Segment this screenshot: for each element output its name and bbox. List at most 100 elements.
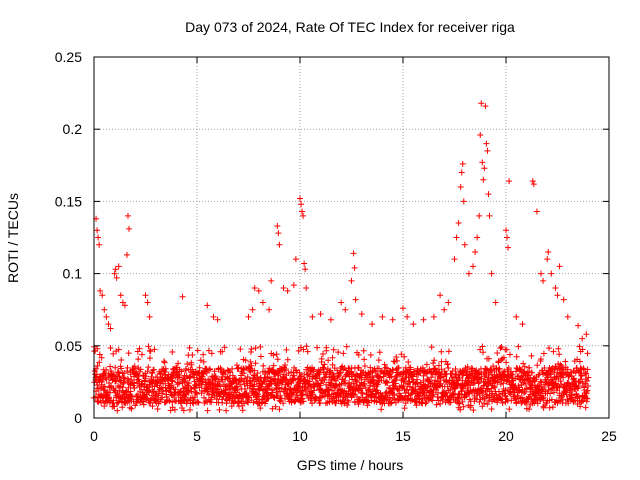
scatter-points: [90, 100, 592, 414]
roti-point: [400, 305, 406, 312]
roti-point: [430, 313, 437, 320]
roti-point: [309, 313, 316, 320]
roti-point: [560, 296, 567, 303]
roti-point: [99, 292, 106, 299]
roti-point: [292, 256, 299, 263]
roti-point: [379, 313, 386, 320]
roti-point: [126, 225, 133, 232]
roti-point: [533, 208, 540, 215]
x-tick-label: 5: [193, 428, 201, 444]
y-tick-label: 0: [74, 410, 82, 426]
roti-point: [146, 313, 153, 320]
roti-point: [484, 147, 491, 154]
x-tick-label: 10: [292, 428, 308, 444]
roti-point: [530, 181, 537, 188]
roti-point: [317, 311, 324, 318]
roti-point: [506, 178, 513, 185]
roti-point: [274, 222, 281, 229]
roti-point: [485, 191, 492, 198]
roti-point: [144, 299, 151, 306]
roti-point: [276, 241, 283, 248]
roti-point: [327, 316, 334, 323]
grid: [94, 57, 609, 418]
roti-point: [441, 306, 448, 313]
roti-point: [115, 263, 122, 270]
roti-point: [544, 256, 551, 263]
roti-point: [564, 313, 571, 320]
roti-point: [420, 316, 427, 323]
roti-point: [472, 248, 479, 255]
y-tick-label: 0.15: [55, 193, 82, 209]
roti-point: [179, 293, 186, 300]
roti-point: [275, 230, 282, 237]
roti-point: [95, 234, 102, 241]
y-axis-label: ROTI / TECUs: [5, 193, 21, 283]
roti-point: [579, 335, 586, 342]
roti-point: [486, 212, 493, 219]
roti-point: [342, 306, 349, 313]
roti-point: [284, 287, 291, 294]
roti-point: [124, 212, 131, 219]
axis-ticks: 0 5 10 15 20 25 0 0.05 0.1 0.15 0.2 0.25: [55, 49, 617, 444]
roti-point: [123, 251, 130, 258]
roti-point: [481, 165, 488, 172]
roti-point: [519, 321, 526, 328]
roti-point: [470, 263, 477, 270]
roti-point: [556, 263, 563, 270]
roti-point: [298, 201, 305, 208]
roti-point: [94, 227, 101, 234]
roti-point: [121, 302, 128, 309]
roti-point: [369, 321, 376, 328]
x-tick-label: 0: [90, 428, 98, 444]
roti-point: [290, 282, 297, 289]
roti-baseline-points: [90, 343, 592, 414]
roti-point: [455, 220, 462, 227]
roti-point: [479, 159, 486, 166]
roti-point: [488, 270, 495, 277]
roti-point: [458, 169, 465, 176]
roti-point: [460, 198, 467, 205]
roti-point: [249, 306, 256, 313]
roti-point: [575, 322, 582, 329]
y-tick-label: 0.2: [63, 121, 83, 137]
roti-point: [529, 178, 536, 185]
roti-point: [297, 195, 303, 202]
y-tick-label: 0.25: [55, 49, 82, 65]
roti-point: [540, 277, 547, 284]
roti-point: [554, 292, 561, 299]
roti-point: [214, 316, 221, 323]
roti-point: [101, 306, 108, 313]
roti-point: [268, 277, 275, 284]
roti-point: [389, 316, 396, 323]
roti-point: [451, 256, 458, 263]
roti-point: [538, 270, 545, 277]
roti-point: [352, 296, 359, 303]
roti-point: [483, 140, 490, 147]
roti-point: [482, 103, 489, 110]
roti-point: [410, 321, 417, 328]
roti-point: [105, 321, 112, 328]
roti-point: [350, 250, 357, 257]
roti-point: [505, 244, 512, 251]
roti-point: [255, 287, 262, 294]
x-tick-label: 20: [498, 428, 514, 444]
roti-point: [107, 325, 114, 332]
roti-point: [251, 285, 258, 292]
roti-point: [348, 277, 355, 284]
roti-point: [97, 287, 104, 294]
roti-point: [504, 234, 511, 241]
roti-point: [117, 292, 124, 299]
roti-point: [300, 212, 307, 219]
roti-point: [299, 208, 306, 215]
roti-point: [111, 270, 118, 277]
roti-point: [477, 131, 484, 138]
roti-point: [302, 266, 309, 273]
roti-point: [404, 313, 411, 320]
roti-point: [259, 299, 266, 306]
roti-point: [245, 313, 252, 320]
roti-point: [351, 264, 358, 271]
roti-point: [204, 302, 211, 309]
roti-point: [96, 241, 103, 248]
roti-point: [545, 248, 552, 255]
